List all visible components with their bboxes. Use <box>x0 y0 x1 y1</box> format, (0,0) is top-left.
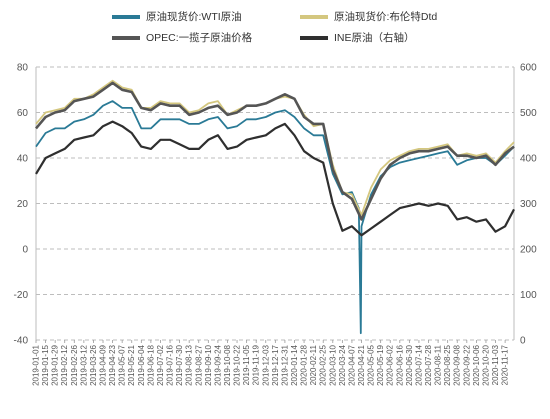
x-tick-label: 2019-03-12 <box>79 344 88 385</box>
x-tick-label: 2019-06-04 <box>137 344 146 385</box>
y-tick-label: 40 <box>17 154 29 165</box>
x-tick-label: 2019-06-18 <box>146 344 155 385</box>
x-tick-label: 2019-10-22 <box>233 344 242 385</box>
left-y-axis: 80 60 40 20 0 -20 -40 <box>14 63 29 347</box>
x-tick-label: 2020-03-24 <box>338 344 347 385</box>
x-tick-label: 2020-09-22 <box>462 344 471 385</box>
x-tick-label: 2019-12-17 <box>271 344 280 385</box>
series-line-1 <box>35 100 515 335</box>
x-tick-label: 2020-11-17 <box>501 344 510 385</box>
x-tick-label: 2019-07-02 <box>156 344 165 385</box>
x-tick-label: 2020-10-20 <box>481 344 490 385</box>
legend-swatch <box>112 36 140 40</box>
x-tick-label: 2019-09-24 <box>213 344 222 385</box>
y-tick-label: -20 <box>14 290 29 301</box>
x-tick-label: 2020-04-07 <box>347 344 356 385</box>
x-tick-label: 2020-04-21 <box>357 344 366 385</box>
series-lines <box>35 79 515 335</box>
legend-swatch <box>112 15 140 19</box>
x-tick-label: 2019-02-26 <box>70 344 79 385</box>
legend-label: INE原油（右轴） <box>334 31 415 44</box>
y-tick-label: 0 <box>22 245 28 256</box>
x-tick-label: 2019-07-16 <box>166 344 175 385</box>
x-tick-label: 2019-10-08 <box>223 344 232 385</box>
x-tick-label: 2019-11-05 <box>242 344 251 385</box>
legend-label: 原油现货价:WTI原油 <box>146 10 242 23</box>
legend: 原油现货价:WTI原油 原油现货价:布伦特Dtd OPEC:一揽子原油价格 INE原油… <box>112 10 437 44</box>
legend-label: OPEC:一揽子原油价格 <box>146 31 253 44</box>
x-tick-label: 2019-01-29 <box>51 344 60 385</box>
x-tick-label: 2019-08-27 <box>194 344 203 385</box>
x-tick-label: 2020-05-05 <box>367 344 376 385</box>
y2-tick-label: 100 <box>520 290 537 301</box>
x-tick-label: 2019-11-19 <box>252 344 261 385</box>
x-tick-label: 2020-03-10 <box>328 344 337 385</box>
y2-tick-label: 500 <box>520 108 537 119</box>
y2-tick-label: 600 <box>520 63 537 74</box>
legend-swatch <box>300 36 328 40</box>
series-line-3 <box>35 81 515 221</box>
x-tick-label: 2020-02-25 <box>319 344 328 385</box>
x-tick-label: 2019-04-09 <box>99 344 108 385</box>
x-tick-label: 2019-12-31 <box>280 344 289 385</box>
x-tick-label: 2019-01-15 <box>41 344 50 385</box>
y2-tick-label: 300 <box>520 199 537 210</box>
x-tick-label: 2020-06-02 <box>386 344 395 385</box>
y2-tick-label: 400 <box>520 154 537 165</box>
x-tick-label: 2019-02-12 <box>60 344 69 385</box>
x-tick-label: 2020-10-06 <box>472 344 481 385</box>
x-axis: 2019-01-01 2019-01-15 2019-01-29 2019-02-12… <box>32 340 510 386</box>
x-tick-label: 2020-08-11 <box>434 344 443 385</box>
x-tick-label: 2020-06-30 <box>405 344 414 385</box>
x-tick-label: 2020-09-08 <box>453 344 462 385</box>
x-tick-label: 2020-01-28 <box>300 344 309 385</box>
x-tick-label: 2019-04-23 <box>108 344 117 385</box>
series-line-4 <box>35 120 515 237</box>
x-tick-label: 2019-03-26 <box>89 344 98 385</box>
x-tick-label: 2020-02-11 <box>309 344 318 385</box>
x-tick-label: 2019-07-30 <box>175 344 184 385</box>
y2-tick-label: 0 <box>520 336 526 347</box>
x-tick-label: 2020-01-14 <box>290 344 299 385</box>
y-tick-label: 60 <box>17 108 29 119</box>
y2-tick-label: 200 <box>520 245 537 256</box>
x-tick-label: 2019-09-10 <box>204 344 213 385</box>
x-tick-label: 2019-12-03 <box>261 344 270 385</box>
legend-label: 原油现货价:布伦特Dtd <box>334 10 437 23</box>
legend-swatch <box>300 15 328 19</box>
x-tick-label: 2019-08-13 <box>185 344 194 385</box>
x-tick-label: 2020-05-19 <box>376 344 385 385</box>
x-tick-label: 2020-07-28 <box>424 344 433 385</box>
y-tick-label: 20 <box>17 199 29 210</box>
x-tick-label: 2020-07-14 <box>414 344 423 385</box>
right-y-axis: 600 500 400 300 200 100 0 <box>520 63 537 347</box>
x-tick-label: 2019-01-01 <box>32 344 41 385</box>
y-tick-label: -40 <box>14 336 29 347</box>
x-tick-label: 2020-06-16 <box>395 344 404 385</box>
y-tick-label: 80 <box>17 63 29 74</box>
x-tick-label: 2019-05-21 <box>127 344 136 385</box>
x-tick-label: 2020-11-03 <box>491 344 500 385</box>
x-tick-label: 2019-05-07 <box>118 344 127 385</box>
x-tick-label: 2020-08-25 <box>443 344 452 385</box>
